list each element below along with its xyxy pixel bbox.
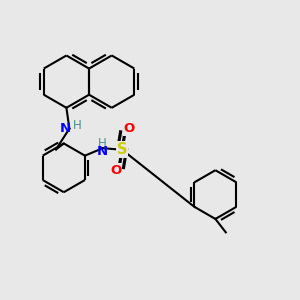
Text: N: N [59, 122, 70, 135]
Text: N: N [97, 145, 108, 158]
Text: O: O [110, 164, 122, 177]
Text: H: H [98, 137, 107, 150]
Text: S: S [117, 142, 127, 157]
Text: H: H [72, 119, 81, 132]
Text: O: O [124, 122, 135, 135]
